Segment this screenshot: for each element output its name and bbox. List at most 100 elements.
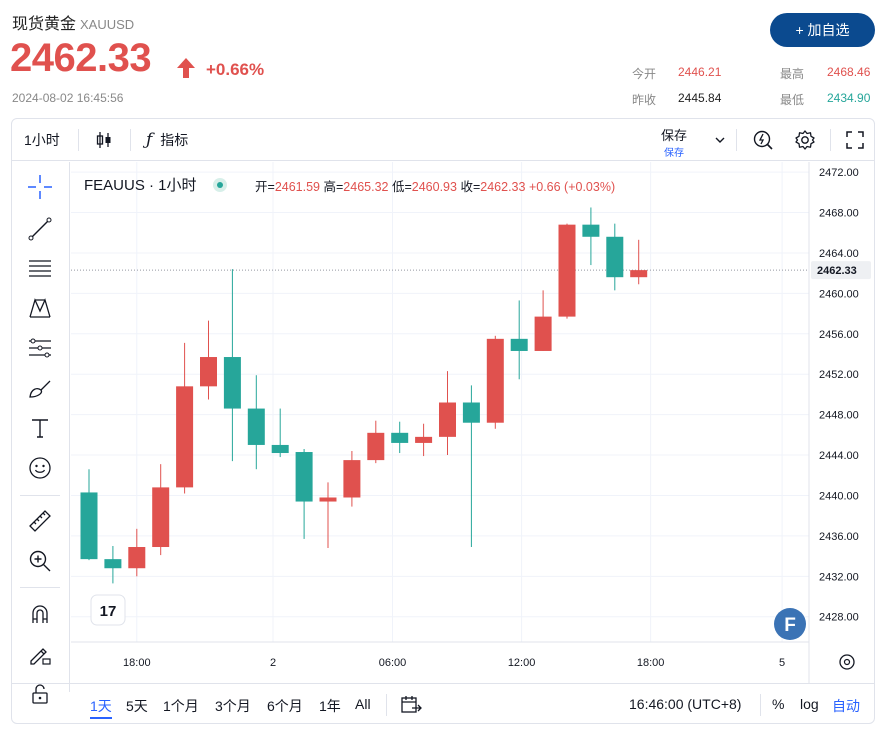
toolbar-divider xyxy=(736,129,737,151)
pattern-tool[interactable] xyxy=(26,294,54,322)
x-tick-label: 2 xyxy=(270,657,276,669)
low-label: 最低 xyxy=(780,93,805,107)
zoom-in-icon xyxy=(29,550,51,572)
brush-icon xyxy=(29,380,51,398)
up-arrow-icon xyxy=(177,58,195,78)
indicators-button[interactable]: ƒ 指标 xyxy=(146,119,188,161)
magnet-icon xyxy=(32,605,48,623)
drawing-mode-tool[interactable] xyxy=(26,640,54,668)
save-button[interactable]: 保存 保存 xyxy=(656,125,692,159)
candle-style-button[interactable] xyxy=(94,119,114,161)
candle-body xyxy=(367,432,385,461)
legend-change: +0.66 (+0.03%) xyxy=(528,180,616,194)
lightning-search-icon xyxy=(753,130,773,150)
last-price-badge xyxy=(811,261,871,280)
open-label: 今开 xyxy=(632,67,657,81)
chart-toolbar: 1小时 ƒ 指标 保存 保存 xyxy=(12,119,874,161)
quick-search-button[interactable] xyxy=(752,119,774,161)
candle-body xyxy=(128,547,146,569)
bottom-divider xyxy=(386,694,387,716)
crosshair-tool[interactable] xyxy=(26,173,54,201)
save-dropdown[interactable] xyxy=(714,119,726,161)
log-toggle[interactable]: log xyxy=(800,696,819,712)
legend-symbol-name: FEAUUS · 1小时 xyxy=(84,177,197,194)
emoji-tool[interactable] xyxy=(26,454,54,482)
instrument-name: 现货黄金 xyxy=(12,16,77,33)
toolbar-divider xyxy=(78,129,79,151)
last-price: 2462.33 xyxy=(10,36,152,80)
candle-body xyxy=(630,270,648,278)
legend-low: 2460.93 xyxy=(411,180,457,194)
candle-body xyxy=(295,452,313,502)
tradingview-logo-mark: 17 xyxy=(100,603,117,620)
instrument-title: 现货黄金 XAUUSD xyxy=(12,10,134,34)
lock-tool[interactable] xyxy=(26,680,54,708)
text-tool[interactable] xyxy=(26,414,54,442)
percent-toggle[interactable]: % xyxy=(772,696,785,712)
candle-body xyxy=(391,432,409,443)
range-5d[interactable]: 5天 xyxy=(126,698,148,714)
bottom-divider xyxy=(760,694,761,716)
range-1y[interactable]: 1年 xyxy=(319,698,341,714)
auto-toggle[interactable]: 自动 xyxy=(832,698,860,714)
add-watchlist-button[interactable]: + 加自选 xyxy=(770,13,875,47)
x-tick-label: 12:00 xyxy=(508,657,536,669)
fib-retracement-tool[interactable] xyxy=(26,254,54,282)
trend-line-tool[interactable] xyxy=(26,215,54,243)
drawing-toolbar xyxy=(12,162,70,704)
candle-body xyxy=(176,386,194,488)
magnet-tool[interactable] xyxy=(26,600,54,628)
settings-button[interactable] xyxy=(794,119,816,161)
function-icon: ƒ xyxy=(146,130,153,150)
last-price-label: 2462.33 xyxy=(817,265,857,277)
legend-open: 2461.59 xyxy=(274,180,320,194)
range-all[interactable]: All xyxy=(355,696,371,712)
crosshair-icon xyxy=(28,175,52,199)
clock-readout[interactable]: 16:46:00 (UTC+8) xyxy=(629,696,742,712)
pencil-lock-icon xyxy=(30,648,51,665)
y-tick-label: 2428.00 xyxy=(819,612,859,624)
chart-legend-ohlc: 开=2461.59 高=2465.32 低=2460.93 收=2462.33 … xyxy=(255,180,616,194)
levels-icon xyxy=(29,338,51,358)
indicators-label: 指标 xyxy=(160,132,189,148)
low-value: 2434.90 xyxy=(827,91,871,105)
candle-body xyxy=(510,338,528,351)
fullscreen-button[interactable] xyxy=(845,119,865,161)
interval-button[interactable]: 1小时 xyxy=(24,132,60,148)
y-tick-label: 2448.00 xyxy=(819,410,859,422)
pattern-icon xyxy=(29,298,51,318)
sidebar-divider xyxy=(20,495,60,496)
candlestick-icon xyxy=(96,132,111,148)
candle-body xyxy=(558,224,576,317)
goto-date-button[interactable] xyxy=(400,694,422,721)
range-6m[interactable]: 6个月 xyxy=(267,698,303,714)
prev-close-value: 2445.84 xyxy=(678,91,722,105)
candle-body xyxy=(319,497,337,502)
zoom-tool[interactable] xyxy=(26,547,54,575)
open-value: 2446.21 xyxy=(678,65,722,79)
save-label: 保存 xyxy=(660,128,687,143)
change-percent: +0.66% xyxy=(206,60,265,79)
axis-settings-icon[interactable] xyxy=(839,654,855,670)
y-tick-label: 2472.00 xyxy=(819,167,859,179)
range-1m[interactable]: 1个月 xyxy=(163,698,199,714)
ruler-icon xyxy=(29,510,51,532)
y-tick-label: 2436.00 xyxy=(819,531,859,543)
y-tick-label: 2440.00 xyxy=(819,490,859,502)
price-chart[interactable]: 2472.00 2468.00 2464.00 2460.00 2456.00 2452.… xyxy=(71,162,874,683)
active-range-underline xyxy=(90,717,112,719)
prediction-tool[interactable] xyxy=(26,334,54,362)
chart-legend-symbol[interactable]: FEAUUS · 1小时 xyxy=(84,174,227,195)
lock-icon xyxy=(32,684,48,704)
measure-tool[interactable] xyxy=(26,507,54,535)
brush-tool[interactable] xyxy=(26,374,54,402)
y-tick-label: 2468.00 xyxy=(819,208,859,220)
gear-icon xyxy=(795,130,815,150)
trend-line-icon xyxy=(28,217,52,241)
range-3m[interactable]: 3个月 xyxy=(215,698,251,714)
candle-body xyxy=(343,460,361,498)
market-status-icon xyxy=(212,178,227,192)
range-1d[interactable]: 1天 xyxy=(90,698,112,714)
high-value: 2468.46 xyxy=(827,65,871,79)
candle-body xyxy=(606,236,624,278)
